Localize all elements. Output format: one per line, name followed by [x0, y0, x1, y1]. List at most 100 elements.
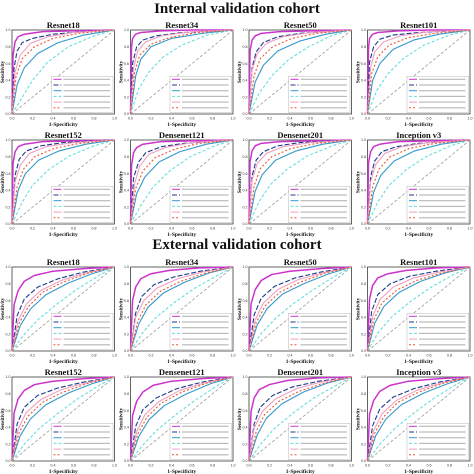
x-tick-label: 0.2	[267, 464, 272, 468]
y-axis-label: Sensitivity	[120, 407, 125, 430]
reference-diagonal	[367, 29, 471, 115]
x-axis-label: 1-Specificity	[286, 232, 315, 238]
legend-entry-text	[182, 431, 229, 433]
roc-curve-series-4	[130, 376, 234, 462]
roc-curve-series-4	[130, 266, 234, 352]
x-tick-label: 0.8	[210, 354, 215, 358]
y-axis-label: Sensitivity	[120, 170, 125, 193]
y-tick-label: 0.0	[124, 349, 129, 353]
legend-entry-text	[63, 211, 110, 213]
roc-curve-series-5	[11, 376, 115, 462]
legend-entry-text	[63, 448, 110, 450]
x-tick-label: 1.0	[231, 227, 236, 231]
legend-entry-text	[300, 194, 347, 196]
y-tick-label: 0.4	[243, 79, 248, 83]
x-tick-label: 0.4	[51, 464, 56, 468]
legend-entry-text	[300, 200, 347, 202]
x-tick-label: 0.6	[71, 117, 76, 121]
x-tick-label: 0.6	[71, 227, 76, 231]
legend-entry-text	[419, 217, 466, 219]
roc-curve-series-3	[248, 139, 352, 225]
y-tick-label: 0.4	[124, 189, 129, 193]
x-tick-label: 1.0	[231, 464, 236, 468]
roc-curve-series-3	[11, 139, 115, 225]
roc-curve-series-2	[366, 29, 471, 115]
reference-diagonal	[130, 139, 234, 225]
x-tick-label: 0.4	[406, 354, 411, 358]
legend-entry-text	[300, 321, 347, 323]
y-tick-label: 0.0	[361, 459, 366, 463]
x-axis-label: 1-Specificity	[167, 469, 196, 474]
y-tick-label: 1.0	[6, 375, 11, 379]
legend-entry-text	[300, 425, 347, 427]
roc-curve-series-3	[366, 29, 471, 115]
x-tick-label: 0.2	[267, 117, 272, 121]
x-tick-label: 0.6	[427, 227, 432, 231]
roc-curve-series-1	[11, 376, 115, 462]
legend-entry-text	[182, 95, 229, 97]
plot-frame	[11, 376, 115, 462]
roc-curve-series-5	[248, 376, 352, 462]
x-axis-label: 1-Specificity	[167, 232, 196, 238]
y-axis-label: Sensitivity	[1, 407, 6, 430]
legend-entry-text	[419, 194, 466, 196]
reference-diagonal	[130, 29, 234, 115]
y-tick-label: 0.4	[6, 316, 11, 320]
legend-box	[406, 186, 469, 223]
y-tick-label: 0.0	[361, 112, 366, 116]
roc-panel: Densenet121 0.0 0.2 0.4 0.6 0.8 1.0 0.0 0.2 0.4 0.…	[120, 130, 236, 238]
y-tick-label: 0.2	[124, 442, 129, 446]
legend-entry-text	[419, 321, 466, 323]
y-tick-label: 0.4	[361, 79, 366, 83]
roc-panel: Resnet34 0.0 0.2 0.4 0.6 0.8 1.0 0.0 0.2 0.4 0.6 0.…	[120, 20, 236, 128]
x-tick-label: 0.0	[128, 464, 133, 468]
legend-entry-text	[419, 425, 466, 427]
legend-entry-text	[419, 205, 466, 207]
y-tick-label: 0.8	[361, 282, 366, 286]
roc-curve-series-5	[366, 139, 471, 225]
reference-diagonal	[367, 376, 471, 462]
reference-diagonal	[367, 139, 471, 225]
y-tick-label: 0.8	[6, 392, 11, 396]
roc-curve-series-6	[366, 266, 471, 352]
x-axis-label: 1-Specificity	[167, 122, 196, 128]
legend-entry-text	[300, 217, 347, 219]
roc-curve-series-6	[248, 29, 352, 115]
y-tick-label: 0.0	[361, 349, 366, 353]
x-tick-label: 0.8	[210, 117, 215, 121]
x-tick-label: 0.4	[288, 464, 293, 468]
internal-cohort-title: Internal validation cohort	[154, 1, 320, 17]
legend-entry-text	[419, 188, 466, 190]
legend-entry-text	[182, 101, 229, 103]
y-tick-label: 0.6	[124, 299, 129, 303]
y-tick-label: 1.0	[361, 375, 366, 379]
roc-curve-series-2	[11, 139, 115, 225]
roc-curve-series-3	[129, 266, 234, 352]
roc-curve-series-1	[129, 139, 234, 225]
y-tick-label: 0.4	[243, 426, 248, 430]
x-tick-label: 0.6	[71, 354, 76, 358]
legend-entry-text	[63, 315, 110, 317]
roc-curve-series-6	[11, 266, 115, 352]
roc-panel: Densenet201 0.0 0.2 0.4 0.6 0.8 1.0 0.0 0.2 0.4 0.…	[238, 130, 354, 238]
roc-curve-series-1	[366, 29, 470, 115]
roc-curve-series-5	[129, 376, 234, 462]
x-axis-label: 1-Specificity	[286, 469, 315, 474]
roc-curve-series-1	[11, 139, 115, 225]
y-tick-label: 1.0	[243, 375, 248, 379]
roc-curve-series-2	[366, 266, 471, 352]
legend-entry-text	[182, 217, 229, 219]
y-tick-label: 0.4	[243, 189, 248, 193]
roc-curve-series-2	[366, 376, 471, 462]
roc-curve-series-3	[129, 139, 234, 225]
legend-entry-text	[182, 205, 229, 207]
x-axis-label: 1-Specificity	[404, 359, 433, 365]
x-tick-label: 0.2	[149, 354, 154, 358]
x-tick-label: 0.4	[406, 227, 411, 231]
y-tick-label: 0.6	[361, 172, 366, 176]
x-tick-label: 0.2	[267, 354, 272, 358]
roc-curve-series-2	[129, 266, 234, 352]
roc-curve-series-2	[11, 376, 115, 462]
x-tick-label: 0.4	[406, 464, 411, 468]
roc-curve-series-5	[248, 139, 352, 225]
